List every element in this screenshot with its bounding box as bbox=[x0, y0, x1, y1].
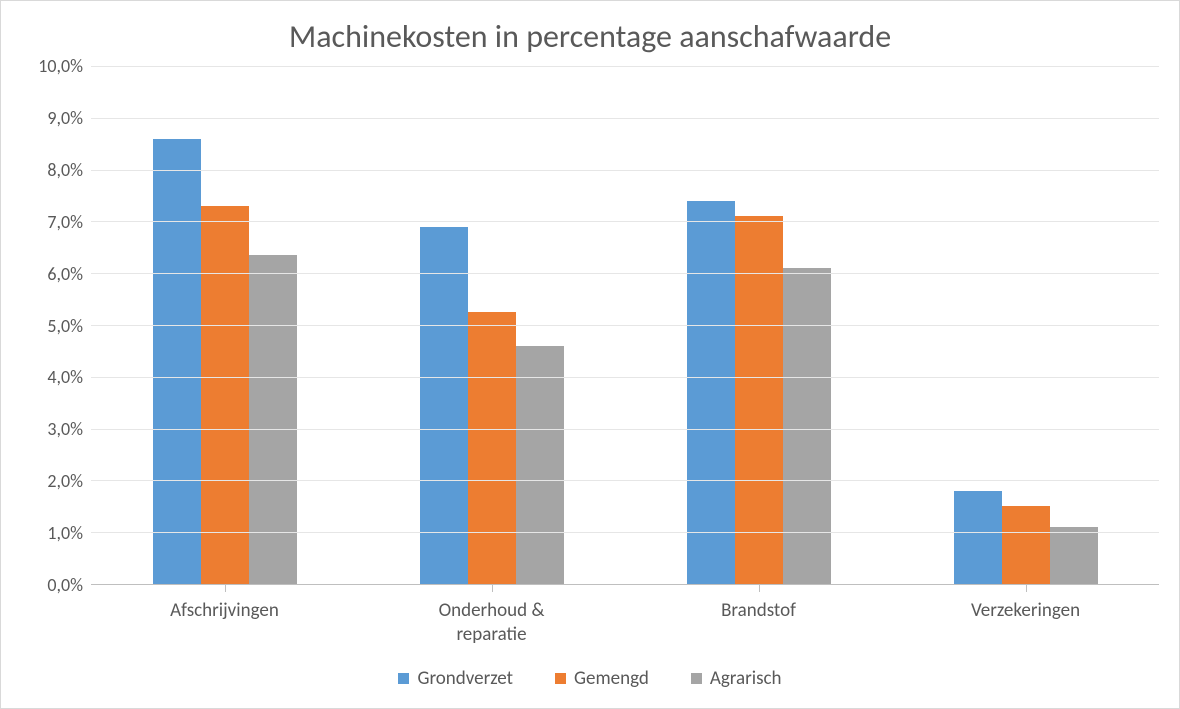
plot-wrap: AfschrijvingenOnderhoud & reparatieBrand… bbox=[91, 66, 1159, 651]
gridline bbox=[91, 118, 1159, 119]
legend-item: Agrarisch bbox=[691, 667, 782, 690]
legend-swatch bbox=[555, 673, 566, 684]
gridline bbox=[91, 221, 1159, 222]
y-tick-label: 4,0% bbox=[47, 366, 83, 388]
legend-label: Grondverzet bbox=[417, 667, 513, 690]
chart-container: Machinekosten in percentage aanschafwaar… bbox=[0, 0, 1180, 709]
y-tick-label: 0,0% bbox=[47, 574, 83, 596]
bar bbox=[153, 139, 201, 584]
bar bbox=[201, 206, 249, 584]
gridline bbox=[91, 170, 1159, 171]
y-axis: 0,0% 1,0% 2,0% 3,0% 4,0% 5,0% 6,0% 7,0% 8,0% 9,0%… bbox=[21, 66, 91, 651]
chart-title: Machinekosten in percentage aanschafwaar… bbox=[21, 17, 1159, 56]
gridline bbox=[91, 377, 1159, 378]
y-tick-label: 3,0% bbox=[47, 418, 83, 440]
legend-swatch bbox=[691, 673, 702, 684]
legend: Grondverzet Gemengd Agrarisch bbox=[21, 667, 1159, 690]
gridline bbox=[91, 532, 1159, 533]
gridline bbox=[91, 480, 1159, 481]
legend-label: Agrarisch bbox=[710, 667, 782, 690]
gridline bbox=[91, 325, 1159, 326]
y-tick-label: 6,0% bbox=[47, 263, 83, 285]
y-tick-label: 8,0% bbox=[47, 159, 83, 181]
x-axis-label: Verzekeringen bbox=[892, 599, 1159, 651]
chart-body: 0,0% 1,0% 2,0% 3,0% 4,0% 5,0% 6,0% 7,0% 8,0% 9,0%… bbox=[21, 66, 1159, 651]
plot-area bbox=[91, 66, 1159, 585]
x-tick bbox=[492, 584, 493, 592]
bar bbox=[516, 346, 564, 584]
bar bbox=[783, 268, 831, 584]
bar bbox=[735, 216, 783, 584]
gridline bbox=[91, 273, 1159, 274]
x-axis-label: Onderhoud & reparatie bbox=[358, 599, 625, 651]
bar bbox=[1050, 527, 1098, 584]
legend-item: Grondverzet bbox=[398, 667, 513, 690]
legend-label: Gemengd bbox=[574, 667, 649, 690]
x-tick bbox=[1026, 584, 1027, 592]
y-tick-label: 2,0% bbox=[47, 470, 83, 492]
gridline bbox=[91, 66, 1159, 67]
y-tick-label: 5,0% bbox=[47, 315, 83, 337]
bar bbox=[468, 312, 516, 584]
legend-swatch bbox=[398, 673, 409, 684]
x-tick bbox=[759, 584, 760, 592]
legend-item: Gemengd bbox=[555, 667, 649, 690]
bar bbox=[1002, 506, 1050, 584]
y-tick-label: 7,0% bbox=[47, 211, 83, 233]
x-axis-labels: AfschrijvingenOnderhoud & reparatieBrand… bbox=[91, 599, 1159, 651]
y-tick-label: 1,0% bbox=[47, 522, 83, 544]
bar bbox=[249, 255, 297, 584]
y-tick-label: 10,0% bbox=[38, 55, 83, 77]
bar bbox=[420, 227, 468, 584]
y-tick-label: 9,0% bbox=[47, 107, 83, 129]
x-tick bbox=[225, 584, 226, 592]
x-axis-label: Brandstof bbox=[625, 599, 892, 651]
gridline bbox=[91, 429, 1159, 430]
bar bbox=[687, 201, 735, 584]
bar bbox=[954, 491, 1002, 584]
x-axis-label: Afschrijvingen bbox=[91, 599, 358, 651]
